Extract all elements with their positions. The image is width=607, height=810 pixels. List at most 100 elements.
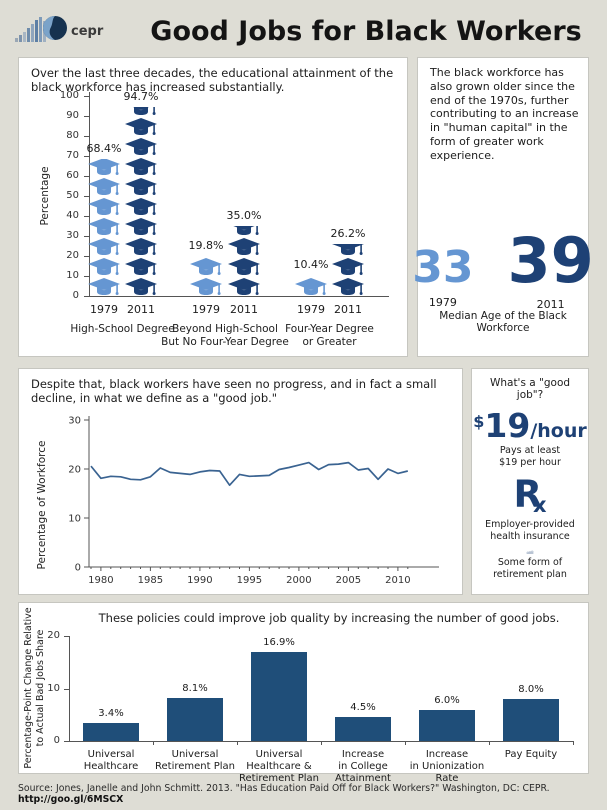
y-tick-label: 90: [66, 110, 79, 121]
cap-stack-1979: [189, 256, 223, 296]
x-axis: [89, 296, 389, 297]
median-age-panel: The black workforce has also grown older…: [412, 57, 594, 357]
policies-bar-chart: Percentage-Point Change Relative to Actu…: [19, 603, 588, 784]
policy-bar: [83, 723, 139, 741]
policy-bar: [503, 699, 559, 741]
rx-icon-r: R: [513, 472, 542, 516]
series-year-label: 1979: [90, 303, 118, 316]
graduation-cap-icon: [88, 257, 120, 275]
y-tick: [84, 136, 89, 137]
graduation-cap-icon: [88, 197, 120, 215]
y-tick: [64, 636, 69, 637]
x-tick-label: 1980: [88, 575, 113, 586]
graduation-cap-icon: [190, 277, 222, 295]
y-tick: [64, 688, 69, 690]
y-tick: [84, 296, 89, 297]
graduation-cap-icon: [125, 237, 157, 255]
graduation-cap-icon: [125, 117, 157, 135]
value-label: 94.7%: [123, 89, 159, 103]
x-tick-label: 1985: [138, 575, 163, 586]
y-tick-label: 30: [68, 416, 81, 427]
x-tick: [321, 741, 322, 745]
y-tick: [84, 156, 89, 157]
x-tick: [405, 741, 406, 745]
graduation-cap-icon: [88, 237, 120, 255]
y-tick-label: 20: [47, 630, 60, 641]
y-tick: [84, 236, 89, 237]
graduation-cap-icon: [332, 243, 364, 255]
education-intro-text: Over the last three decades, the educati…: [31, 66, 394, 95]
graduation-cap-icon: [228, 258, 260, 275]
cap-stack-2011: [331, 243, 365, 296]
value-label: 35.0%: [226, 209, 262, 222]
y-tick-label: 30: [66, 230, 79, 241]
y-tick-label: 10: [47, 682, 60, 694]
median-age-caption: Median Age of the Black Workforce: [439, 310, 567, 334]
y-tick-label: 0: [72, 290, 79, 301]
bar-value-label: 8.0%: [518, 684, 544, 695]
graduation-cap-icon: [125, 197, 157, 215]
x-tick-label: 2010: [385, 575, 410, 586]
y-axis: [69, 636, 70, 741]
policies-panel: These policies could improve job quality…: [18, 602, 589, 784]
cap-stack-2011: [124, 106, 158, 296]
graduation-cap-icon: [228, 278, 260, 295]
value-label: 68.4%: [86, 142, 122, 156]
graduation-cap-icon: [88, 177, 120, 195]
good-job-definition-panel: What's a "good job"? $19/hour Pays at le…: [471, 368, 589, 595]
graduation-cap-icon: [332, 277, 364, 295]
y-tick-label: 20: [66, 250, 79, 261]
age-value-1979: 33: [412, 242, 474, 293]
graduation-cap-icon: [295, 277, 327, 295]
cepr-logo-graphic: cepr: [15, 16, 104, 42]
series-year-label: 2011: [230, 303, 258, 316]
x-tick: [573, 741, 574, 745]
y-tick-label: 10: [66, 270, 79, 281]
y-tick: [84, 216, 89, 217]
policies-title: These policies could improve job quality…: [98, 611, 560, 625]
good-jobs-trend-line: [90, 461, 409, 487]
graduation-cap-icon: [294, 275, 328, 276]
good-jobs-line-chart: 0 10 20 30 1980 1985 1990 1995 2000 2005 2010 Perce…: [36, 416, 439, 586]
x-tick-label: 2000: [286, 575, 311, 586]
policy-bar: [167, 698, 223, 741]
category-label: Four-Year Degree or Greater: [285, 323, 374, 348]
series-year-label: 2011: [127, 303, 155, 316]
insurance-caption: Employer-provided health insurance: [485, 518, 575, 542]
x-tick: [153, 741, 154, 745]
retirement-caption: Some form of retirement plan: [493, 557, 567, 581]
cap-stack-1979: [87, 159, 121, 296]
good-jobs-trend-panel: Despite that, black workers have seen no…: [18, 368, 463, 595]
y-tick: [84, 196, 89, 197]
policy-bar: [335, 717, 391, 741]
graduation-cap-icon: [190, 257, 222, 275]
y-tick-label: 70: [66, 150, 79, 161]
y-axis-label: Percentage of Workforce: [36, 441, 48, 570]
y-tick-label: 10: [68, 514, 81, 525]
education-panel: Over the last three decades, the educati…: [18, 57, 408, 357]
bar-value-label: 6.0%: [434, 694, 460, 706]
trend-intro-text: Despite that, black workers have seen no…: [31, 377, 437, 406]
x-tick-label: 1995: [237, 575, 262, 586]
bar-value-label: 4.5%: [350, 702, 376, 714]
graduation-cap-icon: [125, 217, 157, 235]
x-tick-label: 2005: [336, 575, 361, 586]
wage-unit: /hour: [530, 420, 587, 442]
bar-category-label: Universal Healthcare: [83, 749, 139, 772]
y-tick: [84, 176, 89, 177]
y-tick-label: 20: [68, 465, 81, 476]
age-value-2011: 39: [507, 224, 594, 297]
y-tick: [64, 741, 69, 742]
y-tick: [84, 116, 89, 117]
graduation-cap-icon: [125, 277, 157, 295]
cepr-logo: cepr: [14, 12, 114, 52]
bar-value-label: 3.4%: [98, 708, 124, 720]
value-label: 10.4%: [293, 258, 329, 272]
cap-stack-1979: [294, 275, 328, 296]
y-tick: [84, 276, 89, 277]
bar-category-label: Pay Equity: [504, 749, 558, 760]
y-tick-label: 80: [66, 130, 79, 141]
graduation-cap-icon: [131, 106, 156, 115]
rx-icon-x: x: [532, 492, 547, 517]
